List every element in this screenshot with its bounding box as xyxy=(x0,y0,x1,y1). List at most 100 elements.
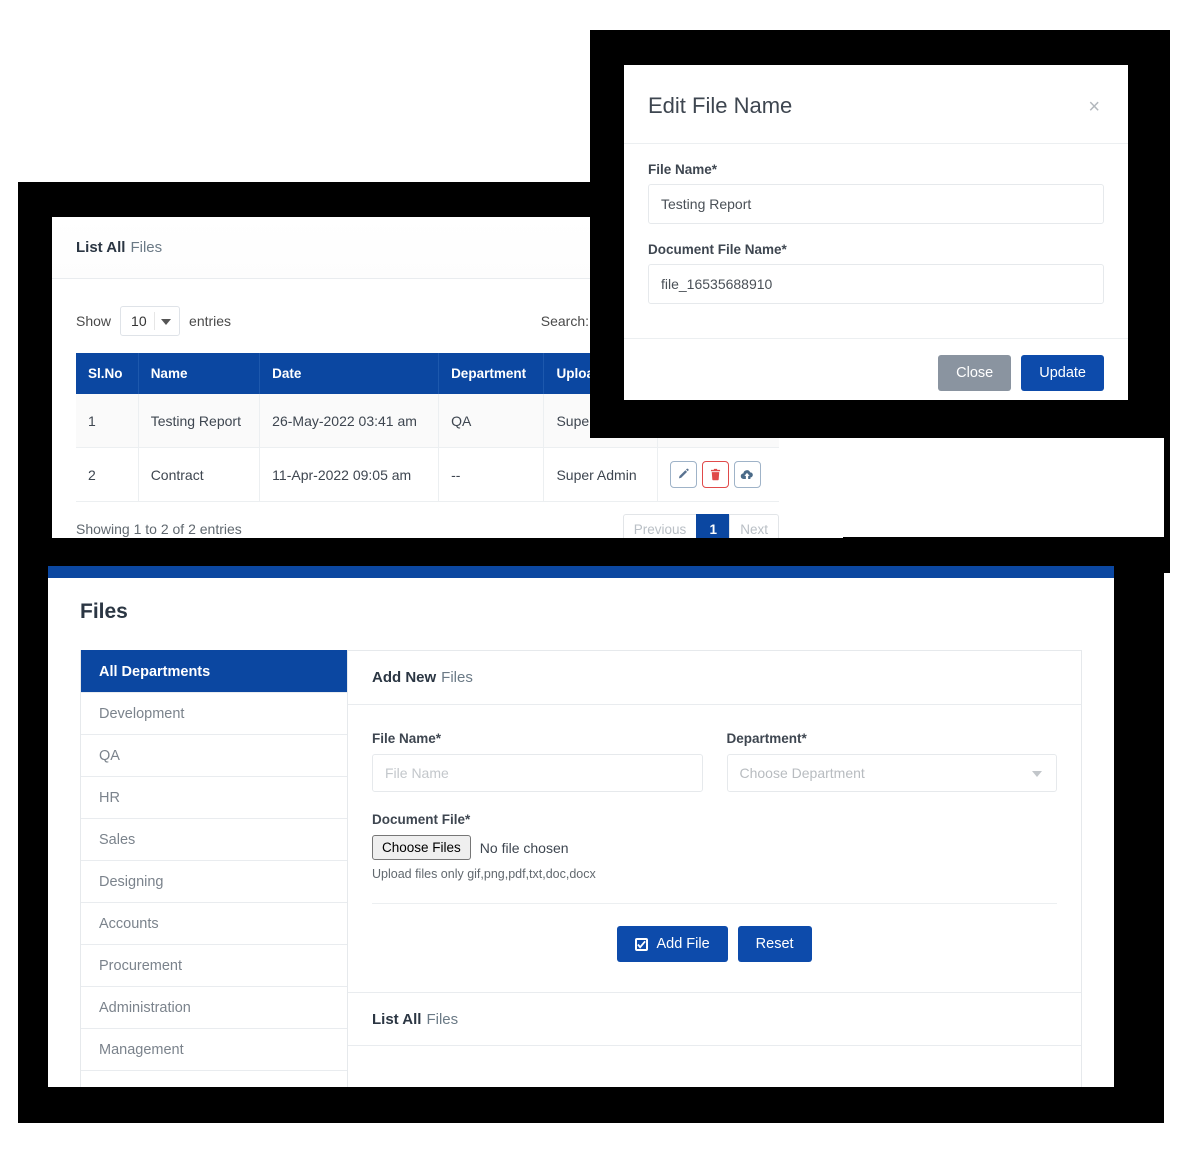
file-picker-row: Choose Files No file chosen xyxy=(372,835,1057,860)
table-row: 2 Contract 11-Apr-2022 09:05 am -- Super… xyxy=(76,447,779,502)
reset-button[interactable]: Reset xyxy=(737,926,812,962)
modal-update-button[interactable]: Update xyxy=(1021,355,1104,391)
add-new-files-header: Add New Files xyxy=(348,651,1081,705)
modal-document-file-name-input[interactable] xyxy=(648,264,1104,304)
check-square-icon xyxy=(635,937,649,951)
entries-per-page-value: 10 xyxy=(131,313,147,329)
page-title: Files xyxy=(80,600,128,623)
modal-header: Edit File Name × xyxy=(624,65,1128,144)
cell-uploadedby: Super Admin xyxy=(543,447,658,502)
department-label: Management xyxy=(99,1041,184,1058)
add-file-button-label: Add File xyxy=(656,936,710,952)
cell-department: QA xyxy=(438,394,545,448)
column-header-name[interactable]: Name xyxy=(138,353,261,394)
cloud-upload-icon xyxy=(740,469,754,479)
department-label-field: Department* xyxy=(726,731,807,746)
department-select[interactable]: Choose Department xyxy=(726,754,1057,792)
form-row-one: File Name* Department* Choose Department xyxy=(372,731,1057,792)
upload-button[interactable] xyxy=(733,461,761,488)
edit-button[interactable] xyxy=(669,461,697,488)
column-header-slno[interactable]: Sl.No xyxy=(76,353,139,394)
add-file-form: File Name* Department* Choose Department xyxy=(348,705,1081,992)
cell-name: Testing Report xyxy=(138,394,261,448)
upload-hint: Upload files only gif,png,pdf,txt,doc,do… xyxy=(372,867,596,881)
sidebar-item-all-departments[interactable]: All Departments xyxy=(81,650,347,692)
modal-title: Edit File Name xyxy=(648,93,793,118)
department-label: HR xyxy=(99,789,120,806)
datatable-info: Showing 1 to 2 of 2 entries xyxy=(76,521,242,537)
datatable-length-control: Show 10 entries xyxy=(76,306,231,336)
cell-slno: 2 xyxy=(76,447,139,502)
department-label: Sales xyxy=(99,831,136,848)
files-page-body: All Departments Development QA HR Sales … xyxy=(48,624,1114,1087)
list-all-title-strong: List All xyxy=(372,1010,422,1028)
modal-footer: Close Update xyxy=(624,338,1128,400)
show-label: Show xyxy=(76,313,112,329)
add-new-files-card: Add New Files File Name* Department* Cho… xyxy=(348,650,1082,1087)
sidebar-item-sales[interactable]: Sales xyxy=(81,818,347,860)
list-all-title-light: Files xyxy=(426,1010,459,1028)
department-label: Development xyxy=(99,705,185,722)
sidebar-item-partial[interactable] xyxy=(81,1070,347,1087)
sidebar-item-management[interactable]: Management xyxy=(81,1028,347,1070)
trash-icon xyxy=(710,468,720,481)
card-title-light: Files xyxy=(130,239,163,256)
add-new-title-light: Files xyxy=(441,669,473,686)
sidebar-item-designing[interactable]: Designing xyxy=(81,860,347,902)
file-name-group: File Name* xyxy=(372,731,703,792)
row-action-group xyxy=(669,461,767,488)
modal-close-button[interactable]: Close xyxy=(938,355,1012,391)
modal-body: File Name* Document File Name* xyxy=(624,144,1128,338)
select-divider xyxy=(154,312,156,330)
chevron-down-icon xyxy=(1032,771,1042,777)
delete-button[interactable] xyxy=(701,461,729,488)
department-label: QA xyxy=(99,747,120,764)
department-label: Accounts xyxy=(99,915,159,932)
blank-panel xyxy=(840,435,1164,537)
chevron-down-icon xyxy=(161,319,172,325)
department-label: Administration xyxy=(99,999,191,1016)
choose-files-button[interactable]: Choose Files xyxy=(372,835,471,860)
department-label: Procurement xyxy=(99,957,183,974)
edit-file-name-modal: Edit File Name × File Name* Document Fil… xyxy=(624,65,1128,400)
document-file-label: Document File* xyxy=(372,812,471,827)
department-group: Department* Choose Department xyxy=(726,731,1057,792)
files-page-window: Files All Departments Development QA HR … xyxy=(48,566,1114,1087)
list-all-files-header-bottom: List All Files xyxy=(348,992,1081,1046)
add-file-button[interactable]: Add File xyxy=(617,926,728,962)
modal-file-name-label: File Name* xyxy=(648,162,718,177)
close-icon[interactable]: × xyxy=(1088,96,1100,118)
department-label: Designing xyxy=(99,873,164,890)
sidebar-item-qa[interactable]: QA xyxy=(81,734,347,776)
entries-per-page-select[interactable]: 10 xyxy=(120,306,181,336)
sidebar-item-hr[interactable]: HR xyxy=(81,776,347,818)
cell-slno: 1 xyxy=(76,394,139,448)
add-new-title-strong: Add New xyxy=(372,669,437,686)
card-title-strong: List All xyxy=(76,239,126,256)
department-select-value: Choose Department xyxy=(739,765,865,781)
column-header-department[interactable]: Department xyxy=(438,353,545,394)
pencil-icon xyxy=(678,468,689,479)
cell-department: -- xyxy=(438,447,545,502)
file-name-input[interactable] xyxy=(372,754,703,792)
sidebar-item-administration[interactable]: Administration xyxy=(81,986,347,1028)
sidebar-item-procurement[interactable]: Procurement xyxy=(81,944,347,986)
no-file-chosen-text: No file chosen xyxy=(479,839,569,856)
search-label: Search: xyxy=(540,313,589,329)
modal-document-file-name-label: Document File Name* xyxy=(648,242,787,257)
department-label: All Departments xyxy=(99,663,211,680)
cell-name: Contract xyxy=(138,447,261,502)
files-page-topbar xyxy=(48,566,1114,578)
column-header-date[interactable]: Date xyxy=(259,353,440,394)
form-divider xyxy=(372,903,1057,904)
entries-label: entries xyxy=(189,313,232,329)
form-actions: Add File Reset xyxy=(372,904,1057,992)
document-file-group: Document File* Choose Files No file chos… xyxy=(372,812,1057,881)
modal-file-name-input[interactable] xyxy=(648,184,1104,224)
cell-date: 26-May-2022 03:41 am xyxy=(259,394,440,448)
sidebar-item-development[interactable]: Development xyxy=(81,692,347,734)
sidebar-item-accounts[interactable]: Accounts xyxy=(81,902,347,944)
cell-date: 11-Apr-2022 09:05 am xyxy=(259,447,440,502)
file-name-label: File Name* xyxy=(372,731,442,746)
